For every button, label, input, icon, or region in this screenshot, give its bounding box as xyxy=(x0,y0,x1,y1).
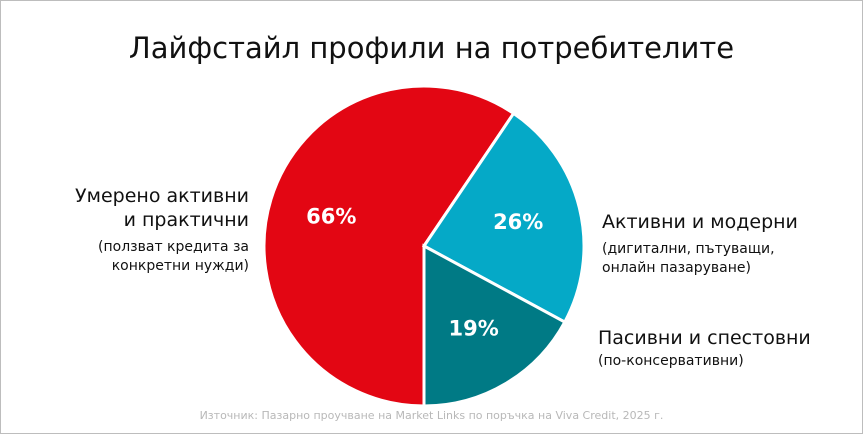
pie-slice xyxy=(422,243,567,408)
source-note: Източник: Пазарно проучване на Market Li… xyxy=(199,409,664,422)
pie-slice xyxy=(262,84,516,408)
legend-label: Активни и модерни (дигитални, пътуващи, … xyxy=(602,210,802,278)
legend-label: Пасивни и спестовни (по-консервативни) xyxy=(598,326,828,371)
legend-label: Умерено активни и практични (ползват кре… xyxy=(59,184,249,276)
category-name: Пасивни и спестовни xyxy=(598,327,811,349)
value-label: 66% xyxy=(306,205,356,229)
category-name: Активни и модерни xyxy=(602,211,798,233)
chart-title: Лайфстайл профили на потребителите xyxy=(128,31,735,65)
category-note: (дигитални, пътуващи, онлайн пазаруване) xyxy=(602,241,775,276)
category-note: (ползват кредита за конкретни нужди) xyxy=(98,239,249,274)
value-label: 26% xyxy=(493,210,543,234)
category-note: (по-консервативни) xyxy=(598,353,744,369)
category-name: Умерено активни и практични xyxy=(75,185,249,231)
value-label: 19% xyxy=(449,316,499,340)
pie-slice xyxy=(421,111,586,325)
